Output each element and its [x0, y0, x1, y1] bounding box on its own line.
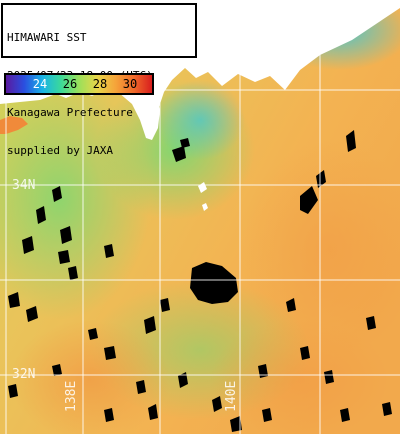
lat-label-32n: 32N — [12, 367, 36, 382]
warm-water-southeast — [210, 320, 390, 434]
scale-tick-30: 30 — [122, 77, 138, 91]
land-toshima-island — [202, 203, 208, 211]
scale-tick-28: 28 — [92, 77, 108, 91]
warm-water-southwest — [10, 320, 170, 434]
color-scale: 24 26 28 30 — [4, 73, 154, 95]
no-data-mask — [8, 130, 392, 432]
info-source: supplied by JAXA — [7, 143, 113, 157]
cold-water-bay — [155, 80, 245, 160]
scale-tick-26: 26 — [62, 77, 78, 91]
warm-coastal-patch — [0, 116, 28, 134]
lon-label-140e: 140E — [224, 380, 239, 412]
info-region: Kanagawa Prefecture — [7, 106, 133, 119]
land-izu-peninsula — [146, 96, 160, 140]
land-miura-peninsula — [240, 0, 300, 72]
info-title: HIMAWARI SST — [7, 31, 87, 44]
land-boso-peninsula — [300, 0, 400, 48]
lat-label-34n: 34N — [12, 178, 36, 193]
lon-label-138e: 138E — [64, 380, 79, 412]
scale-tick-24: 24 — [32, 77, 48, 91]
info-box: HIMAWARI SST 2025/07/23 18:00 (UTC) Kana… — [1, 3, 197, 156]
